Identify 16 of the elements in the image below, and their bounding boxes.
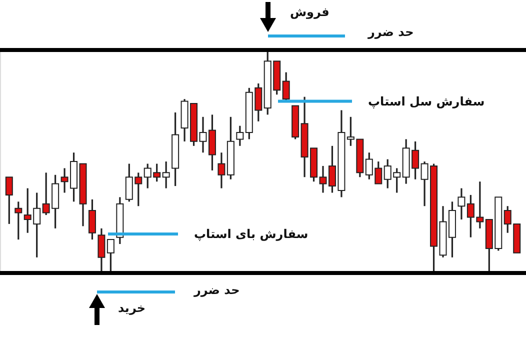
candlestick xyxy=(98,228,106,274)
text: خرید xyxy=(118,301,146,315)
candlestick xyxy=(218,152,226,190)
candlestick xyxy=(162,160,170,190)
text: حد ضرر xyxy=(367,25,414,39)
candlestick xyxy=(236,125,244,147)
text: فروش xyxy=(290,5,330,19)
candlestick xyxy=(5,176,13,225)
candlestick xyxy=(458,187,466,220)
text: حد ضرر xyxy=(193,283,240,297)
candlestick xyxy=(14,200,22,240)
candlestick xyxy=(106,238,114,274)
ref-line-label: سفارش سل استاپ xyxy=(368,94,485,108)
ref-line-label: سفارش بای استاپ xyxy=(194,226,308,241)
candlestick xyxy=(282,72,290,102)
candlestick xyxy=(88,198,96,240)
